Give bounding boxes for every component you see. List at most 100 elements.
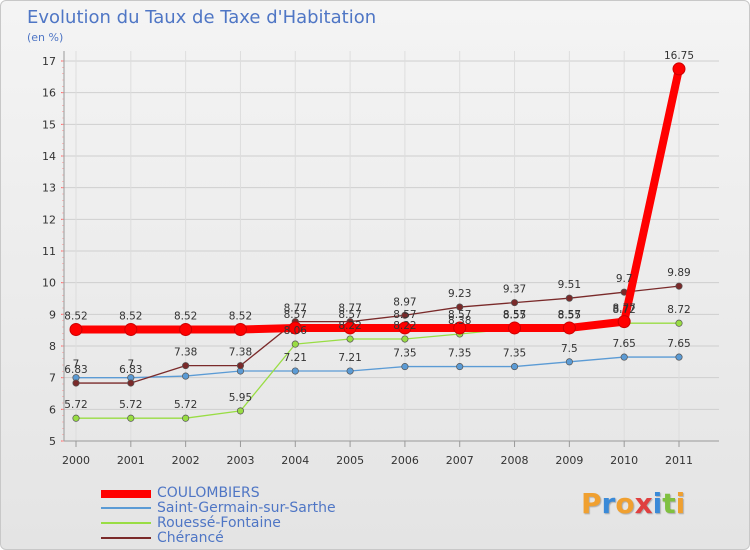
data-label: 8.57 [338, 309, 361, 321]
y-tick-label: 7 [49, 372, 56, 385]
series [69, 62, 686, 422]
series-point-2 [291, 340, 299, 348]
series-point-3 [182, 362, 190, 370]
series-point-0 [562, 321, 576, 335]
data-label: 7.21 [338, 352, 361, 364]
series-point-3 [456, 303, 464, 311]
data-label: 8.77 [612, 303, 635, 315]
series-point-0 [69, 323, 83, 337]
data-label: 8.72 [667, 304, 690, 316]
data-label: 7.35 [503, 348, 526, 360]
y-tick-label: 14 [42, 150, 56, 163]
data-label: 8.22 [393, 320, 416, 332]
legend-swatch [101, 490, 151, 498]
series-point-0 [288, 321, 302, 335]
legend-swatch [101, 522, 151, 524]
proxiti-logo: Proxiti [581, 487, 685, 520]
data-label: 8.97 [393, 296, 416, 308]
y-tick-label: 6 [49, 403, 56, 416]
series-point-2 [346, 335, 354, 343]
logo-letter: i [652, 487, 663, 520]
series-point-2 [127, 414, 135, 422]
data-label: 9.51 [558, 279, 581, 291]
series-point-1 [620, 353, 628, 361]
y-tick-label: 9 [49, 308, 56, 321]
series-point-1 [510, 363, 519, 371]
data-label: 6.83 [119, 364, 142, 376]
legend-label: COULOMBIERS [157, 485, 260, 501]
data-label: 8.57 [558, 309, 581, 321]
data-label: 8.57 [284, 309, 307, 321]
data-label: 6.83 [64, 364, 87, 376]
data-label: 8.52 [174, 311, 197, 323]
series-point-2 [72, 414, 80, 422]
data-label: 8.06 [284, 325, 308, 337]
x-tick-label: 2005 [336, 454, 364, 467]
axes: 5 6 7 8 9 10 11 12 13 14 15 16 17 2000 2001 2002 2003 200… [42, 51, 719, 467]
y-tick-label: 13 [42, 182, 56, 195]
data-label: 7.5 [561, 343, 578, 355]
series-line-0 [72, 64, 683, 334]
data-label: 8.77 [338, 303, 361, 315]
data-label: 5.72 [64, 399, 87, 411]
legend-swatch [101, 537, 151, 539]
y-tick-label: 5 [49, 435, 56, 448]
y-tick-label: 8 [49, 340, 56, 353]
line-chart: 5 6 7 8 9 10 11 12 13 14 15 16 17 2000 2001 2002 2003 200… [42, 50, 719, 467]
series-point-3 [565, 294, 573, 302]
data-label: 8.52 [229, 311, 252, 323]
data-label: 7 [127, 359, 134, 371]
x-tick-label: 2002 [172, 454, 200, 467]
y-tick-label: 12 [42, 213, 56, 226]
data-label: 7 [73, 359, 80, 371]
legend-swatch [101, 507, 151, 509]
series-point-0 [179, 323, 193, 337]
data-label: 7.35 [448, 348, 471, 360]
series-point-0 [343, 321, 357, 335]
series-point-0 [233, 323, 247, 337]
x-tick-label: 2006 [391, 454, 419, 467]
series-point-3 [127, 379, 135, 387]
series-point-3 [675, 282, 683, 290]
logo-letter: P [581, 487, 602, 520]
logo-letter: x [634, 487, 653, 520]
series-point-3 [401, 311, 409, 319]
series-line-1 [75, 356, 680, 379]
y-tick-label: 15 [42, 118, 56, 131]
data-label: 9.7 [616, 273, 633, 285]
series-point-2 [675, 319, 683, 327]
logo-letter: o [615, 487, 635, 520]
series-line-2 [75, 322, 680, 419]
data-label: 8.57 [393, 309, 416, 321]
series-point-1 [565, 358, 573, 366]
logo-letter: r [601, 487, 616, 520]
data-label: 8.55 [503, 310, 526, 322]
legend-label: Rouessé-Fontaine [157, 515, 281, 531]
chart-title: Evolution du Taux de Taxe d'Habitation [27, 7, 377, 28]
x-tick-label: 2007 [446, 454, 474, 467]
series-point-0 [508, 321, 522, 335]
series-point-1 [182, 372, 190, 380]
y-tick-label: 16 [42, 87, 56, 100]
data-label: 7.38 [229, 347, 252, 359]
series-point-0 [617, 315, 631, 329]
x-tick-label: 2009 [555, 454, 583, 467]
y-tick-label: 11 [42, 245, 56, 258]
data-label: 7.65 [612, 338, 635, 350]
series-line-3 [75, 285, 680, 384]
series-point-1 [675, 353, 683, 361]
x-tick-label: 2010 [610, 454, 638, 467]
series-point-3 [72, 379, 80, 387]
data-label: 8.52 [119, 311, 142, 323]
data-label: 5.72 [119, 399, 142, 411]
series-point-2 [401, 335, 409, 343]
unit-label: (en %) [27, 31, 64, 44]
series-point-3 [510, 299, 519, 307]
data-label: 8.22 [338, 320, 361, 332]
logo-letter: i [675, 487, 686, 520]
x-tick-label: 2011 [665, 454, 693, 467]
x-tick-label: 2008 [501, 454, 529, 467]
logo-letter: t [662, 487, 676, 520]
series-point-3 [236, 362, 245, 370]
